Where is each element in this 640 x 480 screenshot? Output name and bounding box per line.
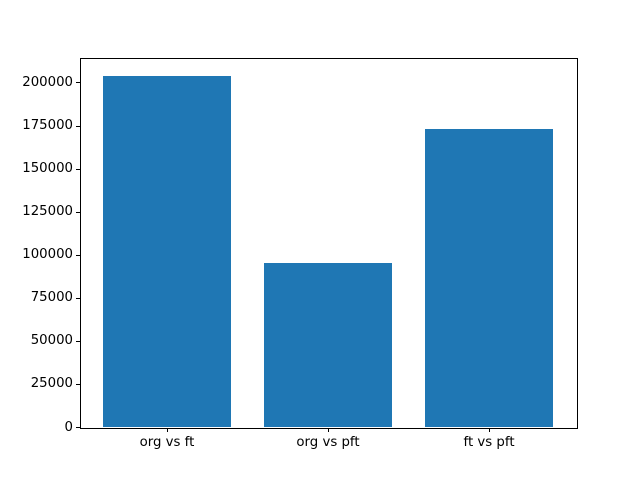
y-tick-mark [76, 340, 80, 342]
x-tick-label: org vs ft [139, 435, 195, 450]
y-tick-label: 200000 [22, 74, 73, 90]
x-tick-mark [328, 428, 329, 432]
y-tick-mark [76, 427, 80, 428]
y-tick-label: 125000 [22, 204, 73, 220]
y-tick-label: 75000 [30, 290, 73, 306]
y-tick-mark [76, 168, 80, 170]
x-tick-label: org vs pft [296, 435, 360, 450]
bar-org-vs-pft [263, 263, 393, 427]
bar-org-vs-ft [102, 75, 232, 427]
bar-ft-vs-pft [424, 128, 554, 427]
y-tick-label: 150000 [22, 161, 73, 177]
y-tick-label: 50000 [30, 333, 73, 349]
x-tick-label: ft vs pft [463, 435, 515, 450]
y-tick-mark [76, 254, 80, 256]
y-tick-label: 175000 [22, 118, 73, 134]
y-tick-mark [76, 211, 80, 213]
y-tick-mark [76, 383, 80, 385]
y-tick-label: 25000 [30, 376, 73, 392]
x-tick-mark [489, 428, 491, 432]
y-tick-label: 100000 [22, 247, 73, 263]
y-tick-mark [76, 297, 80, 299]
y-tick-label: 0 [64, 419, 73, 435]
x-tick-mark [166, 428, 168, 432]
y-tick-mark [76, 82, 80, 84]
y-tick-mark [76, 125, 80, 127]
